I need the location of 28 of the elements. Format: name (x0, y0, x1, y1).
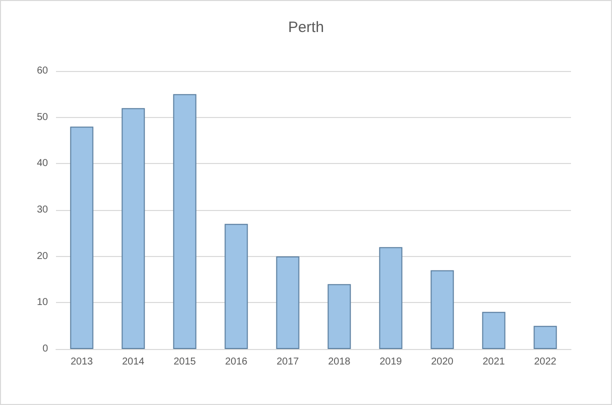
bar (328, 284, 351, 349)
bar (276, 256, 300, 349)
x-tick-label: 2014 (122, 356, 145, 368)
x-tick-label: 2016 (225, 356, 248, 368)
y-tick-label: 0 (42, 344, 48, 354)
x-tick-label: 2021 (482, 356, 506, 368)
x-tick-label: 2020 (431, 356, 454, 368)
x-tick-label: 2022 (534, 356, 557, 368)
bar (70, 126, 94, 349)
bar (122, 108, 145, 349)
y-tick-label: 20 (36, 250, 48, 262)
x-tick-label: 2015 (174, 356, 196, 368)
bar (224, 224, 248, 349)
bar (430, 270, 454, 349)
bar (482, 312, 506, 349)
chart-title: Perth (288, 19, 324, 36)
x-tick-label: 2019 (380, 356, 402, 368)
x-tick-label: 2017 (276, 356, 300, 368)
y-tick-label: 10 (36, 297, 48, 308)
bar (173, 94, 196, 349)
y-tick-label: 40 (36, 158, 48, 170)
bar (534, 326, 557, 349)
y-tick-label: 60 (36, 66, 48, 76)
y-tick-label: 30 (36, 204, 48, 216)
x-tick-label: 2013 (70, 356, 94, 368)
y-tick-label: 50 (36, 112, 48, 123)
bar (379, 247, 402, 349)
x-tick-label: 2018 (328, 356, 351, 368)
